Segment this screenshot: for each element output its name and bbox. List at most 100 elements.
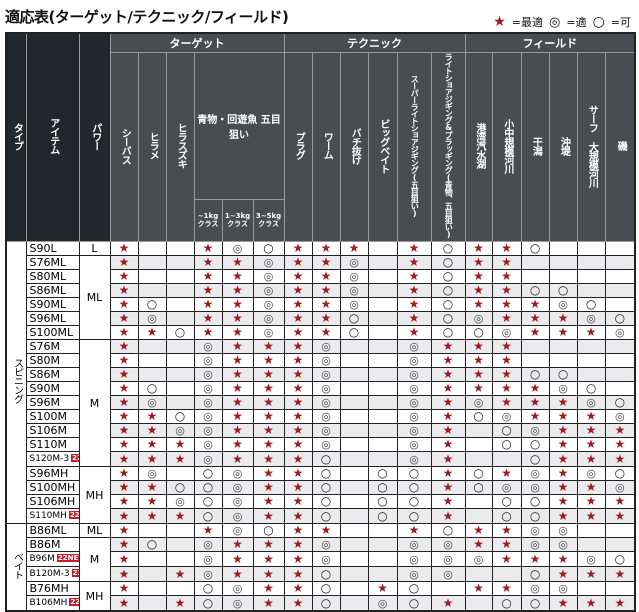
header-power: パワー: [78, 32, 111, 242]
rating-cell: ★: [464, 381, 493, 396]
star-icon: ★: [501, 311, 512, 325]
rating-cell: ★: [283, 409, 313, 424]
star-icon: ★: [442, 508, 454, 523]
star-icon: ★: [408, 523, 420, 537]
rating-cell: ◎: [221, 494, 254, 509]
rating-cell: [604, 269, 636, 284]
rating-cell: [576, 523, 606, 538]
star-icon: ★: [585, 566, 597, 581]
rating-cell: ★: [311, 523, 341, 538]
star-icon: ★: [585, 325, 597, 339]
rating-cell: ○: [367, 494, 398, 509]
rating-cell: ★: [311, 325, 341, 340]
double-circle-icon: ◎: [263, 270, 274, 283]
circle-icon: ○: [408, 581, 420, 595]
star-icon: ★: [529, 395, 541, 409]
double-circle-icon: ◎: [473, 396, 484, 409]
rating-cell: ★: [491, 353, 522, 368]
rating-cell: [367, 551, 398, 567]
rating-cell: ★: [137, 423, 167, 438]
rating-cell: ★: [109, 367, 139, 382]
new-badge: 22NEW: [68, 511, 78, 519]
double-circle-icon: ◎: [147, 312, 157, 325]
star-icon: ★: [118, 283, 130, 297]
star-icon: ★: [501, 367, 512, 381]
rating-cell: ★: [576, 480, 606, 495]
rating-cell: [137, 339, 167, 354]
star-icon: ★: [501, 581, 512, 595]
star-icon: ★: [146, 451, 158, 466]
star-icon: ★: [292, 381, 304, 395]
double-circle-icon: ◎: [501, 410, 512, 423]
star-icon: ★: [473, 269, 484, 283]
rating-cell: ★: [430, 423, 466, 438]
rating-cell: ◎: [193, 451, 223, 467]
rating-cell: ★: [193, 255, 223, 270]
power-cell: M: [78, 339, 111, 467]
rating-cell: ★: [491, 269, 522, 284]
star-icon: ★: [614, 508, 626, 523]
star-icon: ★: [263, 581, 274, 595]
rating-cell: [165, 339, 195, 354]
star-icon: ★: [232, 339, 243, 353]
rating-cell: ◎: [193, 367, 223, 382]
rating-cell: ★: [283, 339, 313, 354]
star-icon: ★: [442, 395, 454, 409]
star-icon: ★: [442, 423, 454, 437]
star-icon: ★: [529, 381, 541, 395]
star-icon: ★: [232, 311, 243, 325]
rating-cell: [137, 283, 167, 298]
star-icon: ★: [408, 269, 420, 283]
star-icon: ★: [118, 437, 130, 451]
rating-cell: ○: [396, 466, 432, 481]
rating-cell: [339, 381, 369, 396]
rating-cell: ★: [491, 367, 522, 382]
rating-cell: ★: [430, 508, 466, 524]
star-icon: ★: [292, 551, 304, 566]
page-title: 適応表(ターゲット/テクニック/フィールド): [5, 8, 289, 26]
star-icon: ★: [232, 395, 243, 409]
star-icon: ★: [501, 551, 512, 566]
header-col-6: プラグ: [283, 52, 313, 242]
rating-cell: ○: [604, 395, 636, 410]
star-icon: ★: [585, 437, 597, 451]
rating-cell: ◎: [520, 537, 550, 552]
rating-cell: [339, 595, 369, 612]
rating-cell: [367, 395, 398, 410]
rating-cell: ★: [109, 494, 139, 509]
rating-cell: ★: [221, 409, 254, 424]
rating-cell: ◎: [221, 466, 254, 481]
rating-cell: ★: [430, 367, 466, 382]
rating-cell: ★: [548, 466, 578, 481]
rating-cell: ◎: [604, 409, 636, 424]
item-cell: S90M: [25, 381, 80, 396]
circle-icon: ○: [348, 311, 360, 325]
power-cell: M: [78, 537, 111, 582]
rating-cell: ★: [576, 595, 606, 612]
rating-cell: ★: [283, 325, 313, 340]
star-icon: ★: [174, 451, 186, 466]
star-icon: ★: [408, 241, 420, 255]
rating-cell: ★: [109, 255, 139, 270]
circle-icon: ○: [377, 480, 388, 494]
rating-cell: ★: [109, 508, 139, 524]
rating-cell: ◎: [252, 297, 285, 312]
rating-cell: [339, 423, 369, 438]
star-icon: ★: [585, 451, 597, 466]
star-icon: ★: [263, 353, 274, 367]
rating-cell: ★: [193, 269, 223, 284]
double-circle-icon: ◎: [558, 582, 568, 595]
rating-cell: [576, 283, 606, 298]
circle-icon: ○: [174, 480, 186, 494]
rating-cell: ★: [221, 423, 254, 438]
circle-icon: ○: [614, 395, 626, 409]
star-icon: ★: [232, 367, 243, 381]
rating-cell: ◎: [137, 466, 167, 481]
rating-cell: ◎: [221, 523, 254, 538]
rating-cell: [576, 367, 606, 382]
star-icon: ★: [202, 269, 214, 283]
rating-cell: ○: [491, 508, 522, 524]
star-icon: ★: [263, 423, 274, 437]
rating-cell: ★: [491, 339, 522, 354]
rating-cell: ★: [576, 437, 606, 452]
